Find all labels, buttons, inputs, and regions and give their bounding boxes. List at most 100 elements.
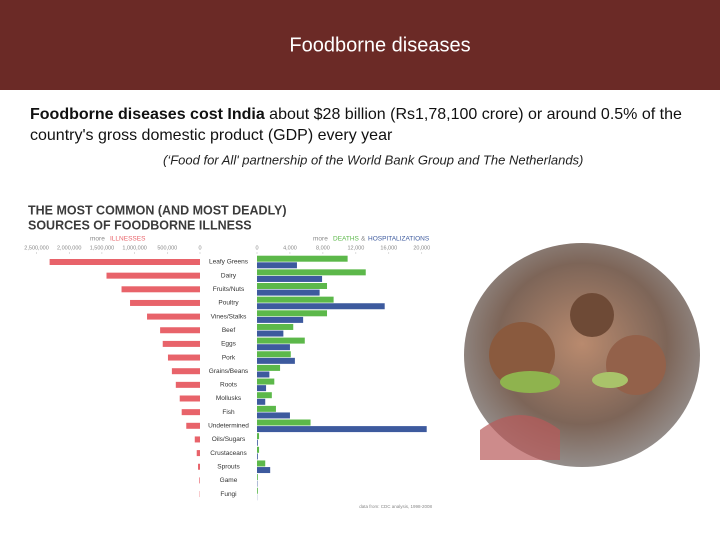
photo-melon xyxy=(592,372,628,388)
x-tick-label: 16,000 xyxy=(380,245,397,251)
bar-left xyxy=(50,259,200,265)
bar-right xyxy=(257,324,293,330)
bar-right xyxy=(257,399,265,405)
chart-title: THE MOST COMMON (AND MOST DEADLY) xyxy=(28,203,287,217)
bar-right xyxy=(257,276,322,282)
category-label: Fruits/Nuts xyxy=(213,286,245,293)
bar-right xyxy=(257,351,291,357)
bar-right xyxy=(257,412,290,418)
bar-right xyxy=(257,392,272,398)
category-label: Roots xyxy=(220,382,238,389)
bar-left xyxy=(197,450,200,456)
bar-right xyxy=(257,372,269,378)
x-tick-label: 0 xyxy=(255,245,258,251)
category-label: Fish xyxy=(222,409,235,416)
bar-right xyxy=(257,310,327,316)
bar-left xyxy=(122,286,200,292)
x-tick-label: 20,000 xyxy=(413,245,430,251)
bar-right xyxy=(257,440,258,446)
bar-right xyxy=(257,358,295,364)
x-tick-label: 4,000 xyxy=(283,245,297,251)
x-tick-label: 2,000,000 xyxy=(57,245,81,251)
bar-right xyxy=(257,453,258,459)
body-box: Foodborne diseases cost India about $28 … xyxy=(30,104,710,150)
bar-right xyxy=(257,344,290,350)
bar-right xyxy=(257,256,348,262)
category-label: Crustaceans xyxy=(210,450,247,457)
body-text: Foodborne diseases cost India about $28 … xyxy=(30,104,710,146)
bar-left xyxy=(168,355,200,361)
bar-left xyxy=(195,436,200,442)
category-label: Game xyxy=(220,477,238,484)
category-label: Sprouts xyxy=(217,463,240,470)
bar-left xyxy=(182,409,200,415)
x-tick-label: 1,000,000 xyxy=(122,245,146,251)
bar-right xyxy=(257,290,320,296)
bar-right xyxy=(257,426,427,432)
legend-left: ILLNESSES xyxy=(110,236,146,243)
category-label: Eggs xyxy=(221,341,237,348)
x-tick-label: 0 xyxy=(198,245,201,251)
bar-right xyxy=(257,467,270,473)
bar-right xyxy=(257,385,266,391)
header-title: Foodborne diseases xyxy=(289,34,470,56)
bar-left xyxy=(160,327,200,333)
category-label: Fungi xyxy=(220,491,236,498)
bar-left xyxy=(172,368,200,374)
citation: (‘Food for All' partnership of the World… xyxy=(163,152,583,167)
category-label: Vines/Stalks xyxy=(211,313,247,320)
right-more: more xyxy=(313,236,328,243)
bar-right xyxy=(257,303,385,309)
bar-left xyxy=(147,314,200,320)
bar-right xyxy=(257,365,280,371)
bar-right xyxy=(257,269,366,275)
bar-right xyxy=(257,488,258,494)
bar-right xyxy=(257,283,327,289)
x-tick-label: 500,000 xyxy=(157,245,177,251)
bar-left xyxy=(199,477,200,483)
bar-right xyxy=(257,331,283,337)
bar-right xyxy=(257,406,276,412)
category-label: Poultry xyxy=(218,300,239,307)
legend-right-2: HOSPITALIZATIONS xyxy=(368,236,430,243)
bar-right xyxy=(257,297,334,303)
category-label: Oils/Sugars xyxy=(212,436,246,443)
bar-right xyxy=(257,262,297,268)
legend-right-1: DEATHS xyxy=(333,236,360,243)
bar-left xyxy=(180,396,200,402)
chart-subtitle: SOURCES OF FOODBORNE ILLNESS xyxy=(28,218,252,232)
left-more: more xyxy=(90,236,105,243)
photo-melon xyxy=(500,371,560,393)
bar-left xyxy=(163,341,200,347)
x-tick-label: 12,000 xyxy=(347,245,364,251)
photo-face xyxy=(570,293,614,337)
bar-right xyxy=(257,338,305,344)
bar-right xyxy=(257,379,274,385)
x-tick-label: 8,000 xyxy=(316,245,330,251)
chart-source: data from: CDC analysis, 1998-2008 xyxy=(359,504,432,509)
photo xyxy=(464,243,700,467)
category-label: Mollusks xyxy=(216,395,242,402)
bar-left xyxy=(176,382,200,388)
bar-right xyxy=(257,474,258,480)
bar-left xyxy=(186,423,200,429)
bar-right xyxy=(257,447,259,453)
bar-left xyxy=(130,300,200,306)
legend-joiner: & xyxy=(361,236,366,243)
category-label: Pork xyxy=(222,354,236,361)
x-tick-label: 2,500,000 xyxy=(24,245,48,251)
bar-left xyxy=(107,273,201,279)
bar-right xyxy=(257,460,265,466)
bar-right xyxy=(257,420,311,426)
category-label: Dairy xyxy=(221,272,237,279)
x-tick-label: 1,500,000 xyxy=(90,245,114,251)
body-bold: Foodborne diseases cost India xyxy=(30,106,265,123)
category-label: Beef xyxy=(222,327,236,334)
category-label: Leafy Greens xyxy=(209,259,249,266)
bar-right xyxy=(257,433,259,439)
bar-left xyxy=(198,464,200,470)
category-label: Undetermined xyxy=(208,423,249,430)
bar-right xyxy=(257,317,303,323)
category-label: Grains/Beans xyxy=(209,368,249,375)
